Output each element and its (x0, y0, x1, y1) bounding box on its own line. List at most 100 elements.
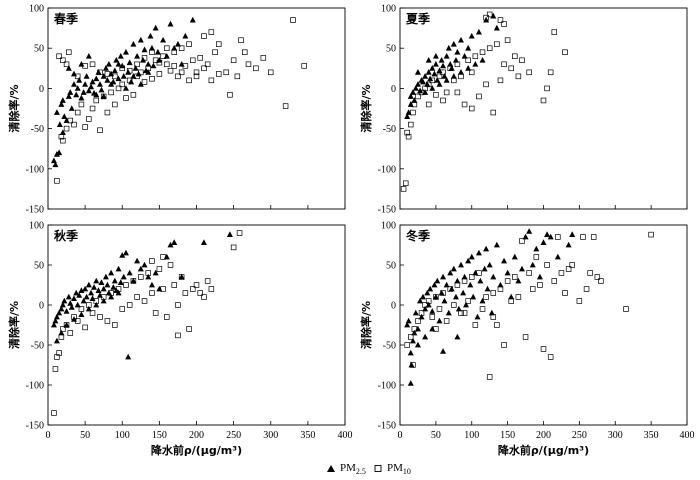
data-point (67, 89, 74, 95)
data-point (138, 69, 144, 76)
data-point (93, 298, 100, 304)
data-point (150, 62, 157, 69)
data-point (422, 305, 429, 312)
data-point (461, 278, 468, 284)
data-point (454, 282, 461, 288)
data-point (468, 253, 475, 260)
data-point (468, 32, 475, 39)
data-point (418, 310, 425, 316)
data-point (494, 41, 500, 47)
data-point (65, 93, 72, 99)
data-point (160, 286, 166, 292)
legend: PM2.5 PM10 (327, 462, 411, 476)
data-point (583, 286, 590, 292)
data-point (518, 265, 525, 272)
data-point (66, 49, 72, 55)
data-point (134, 73, 140, 80)
data-point (102, 65, 109, 71)
data-point (149, 76, 155, 82)
data-point (60, 137, 66, 144)
data-point (407, 380, 414, 386)
data-point (451, 302, 457, 308)
data-point (427, 285, 434, 292)
x-tick-label: 0 (398, 430, 403, 441)
data-point (408, 334, 414, 340)
data-point (156, 266, 163, 272)
data-point (119, 252, 126, 258)
data-point (425, 298, 432, 304)
data-point (529, 261, 536, 268)
y-tick-label: 100 (29, 4, 44, 15)
data-point (113, 56, 120, 63)
data-point (409, 89, 416, 95)
data-point (594, 274, 601, 280)
data-point (122, 85, 129, 91)
data-point (519, 57, 525, 64)
data-point (418, 313, 425, 320)
data-point (469, 274, 475, 280)
y-tick-label: -150 (378, 205, 396, 216)
series-PM10 (51, 230, 243, 416)
y-tick-label: -50 (383, 341, 396, 352)
data-point (73, 289, 80, 296)
data-point (50, 157, 57, 164)
data-point (178, 45, 185, 51)
data-point (429, 65, 436, 71)
data-point (85, 281, 92, 288)
data-point (469, 69, 475, 76)
data-point (115, 286, 122, 292)
data-point (447, 286, 453, 292)
data-point (154, 48, 161, 55)
data-point (501, 257, 508, 264)
data-point (226, 231, 233, 237)
data-point (130, 40, 137, 47)
data-point (140, 56, 147, 63)
data-point (104, 71, 111, 77)
data-point (123, 95, 129, 101)
data-point (167, 67, 174, 74)
data-point (474, 313, 481, 320)
data-point (122, 249, 129, 256)
data-point (458, 73, 464, 80)
data-point (93, 75, 100, 82)
data-point (145, 273, 152, 280)
data-point (112, 73, 118, 80)
y-tick-label: 0 (391, 84, 396, 95)
data-point (476, 270, 482, 276)
data-point (95, 69, 102, 75)
data-point (82, 81, 89, 87)
x-tick-label: 100 (115, 430, 130, 441)
data-point (422, 333, 429, 340)
data-point (440, 290, 446, 296)
data-point (117, 52, 124, 59)
data-point (53, 337, 60, 344)
data-point (544, 231, 551, 237)
data-point (167, 262, 174, 268)
data-point (178, 273, 185, 280)
data-point (201, 33, 207, 39)
data-point (493, 24, 500, 31)
data-point (253, 65, 259, 72)
y-tick-label: 0 (39, 84, 44, 95)
data-point (115, 265, 122, 272)
data-point (461, 101, 468, 108)
y-tick-label: -50 (383, 124, 396, 135)
legend-pm25-label: PM2.5 (340, 462, 366, 476)
data-point (410, 362, 416, 368)
data-point (126, 59, 133, 66)
data-point (100, 93, 107, 99)
data-point (152, 24, 159, 31)
y-tick-label: 50 (34, 261, 44, 272)
data-point (74, 318, 81, 324)
data-point (493, 241, 500, 248)
data-point (112, 322, 118, 328)
data-point (108, 269, 115, 276)
data-point (501, 21, 507, 27)
data-point (522, 334, 529, 340)
x-axis-label: 降水前ρ/(μg/m³) (151, 443, 242, 457)
data-point (526, 69, 532, 76)
data-point (54, 178, 60, 184)
data-point (461, 52, 468, 59)
data-point (461, 310, 468, 316)
